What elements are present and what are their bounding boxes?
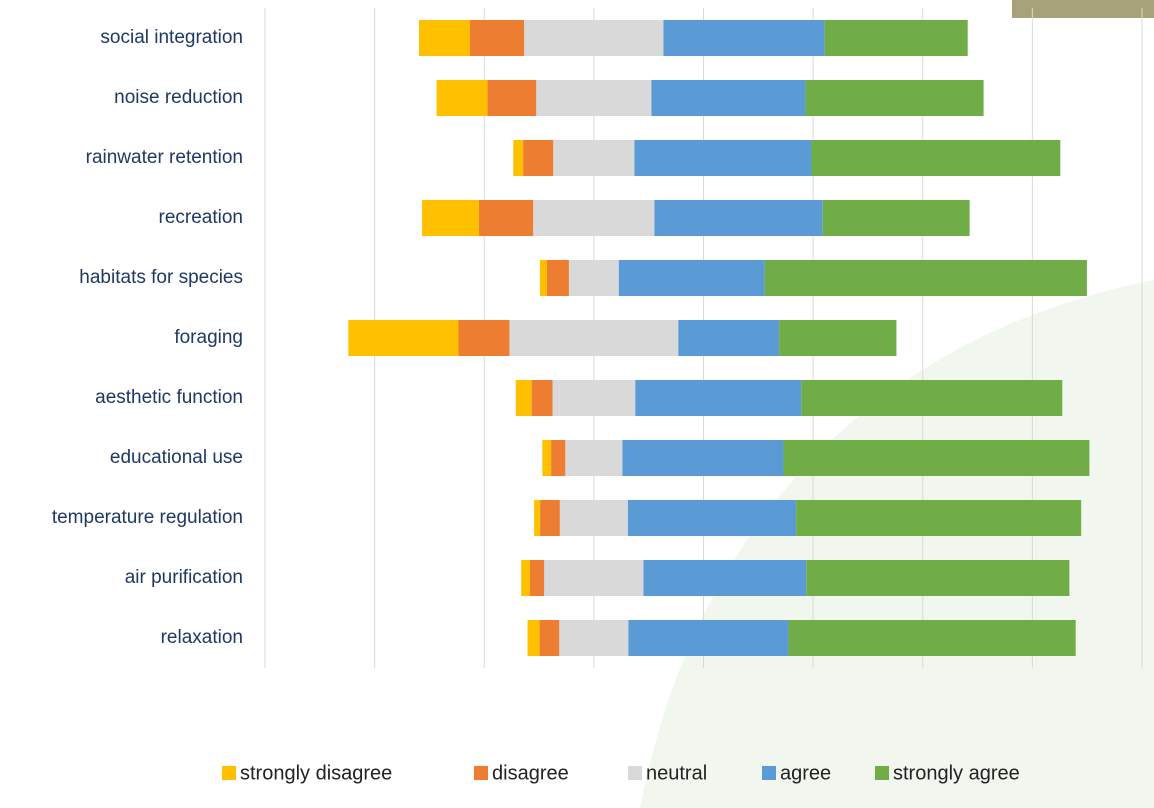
- bar-segment: [805, 80, 984, 116]
- bar-segment: [811, 140, 1061, 176]
- legend-label: agree: [780, 762, 831, 784]
- bar-segment: [788, 620, 1076, 656]
- bar-segment: [822, 200, 970, 236]
- bar-segment: [458, 320, 510, 356]
- legend-swatch: [762, 766, 776, 780]
- y-tick-label: relaxation: [161, 627, 243, 648]
- bar-segment: [764, 260, 1087, 296]
- bar-segment: [806, 560, 1070, 596]
- bar-segment: [634, 140, 812, 176]
- bar-segment: [547, 260, 569, 296]
- y-tick-label: noise reduction: [114, 87, 243, 108]
- bar-segment: [534, 500, 541, 536]
- bar-segment: [527, 620, 540, 656]
- y-tick-label: habitats for species: [79, 267, 243, 288]
- bar-segment: [540, 500, 560, 536]
- bar-segment: [559, 500, 628, 536]
- bar-segment: [509, 320, 679, 356]
- bar-segment: [552, 380, 636, 416]
- plot-area: social integration noise reduction rainwat…: [52, 8, 1143, 668]
- bar-segment: [559, 620, 629, 656]
- bar-segment: [479, 200, 534, 236]
- bar-segment: [628, 620, 789, 656]
- bar-segment: [422, 200, 480, 236]
- bar-segment: [801, 380, 1063, 416]
- bar-segment: [663, 20, 825, 56]
- legend: strongly disagree disagree neutral agree str…: [222, 762, 1020, 784]
- y-tick-label: social integration: [100, 27, 243, 48]
- y-tick-label: foraging: [174, 327, 243, 348]
- bar-segment: [530, 560, 545, 596]
- bar-segment: [553, 140, 635, 176]
- bar-segment: [824, 20, 968, 56]
- bar-segment: [542, 440, 552, 476]
- bar-segment: [796, 500, 1082, 536]
- bar-segment: [635, 380, 802, 416]
- bar-segment: [521, 560, 531, 596]
- bar-segment: [487, 80, 537, 116]
- bar-segment: [551, 440, 566, 476]
- bar-segment: [627, 500, 797, 536]
- bar-segment: [436, 80, 488, 116]
- bar-segment: [348, 320, 459, 356]
- bar-segment: [618, 260, 765, 296]
- bar-segment: [678, 320, 780, 356]
- y-tick-label: aesthetic function: [95, 387, 243, 408]
- legend-swatch: [628, 766, 642, 780]
- legend-swatch: [875, 766, 889, 780]
- bar-segment: [539, 620, 560, 656]
- bar-segment: [515, 380, 532, 416]
- bar-segment: [531, 380, 553, 416]
- corner-image: [1012, 0, 1154, 18]
- bar-segment: [513, 140, 524, 176]
- y-tick-label: rainwater retention: [86, 147, 243, 168]
- legend-label: strongly agree: [893, 762, 1020, 784]
- bar-segment: [643, 560, 807, 596]
- bar-segment: [419, 20, 470, 56]
- background-swoosh: [640, 280, 1154, 808]
- legend-label: disagree: [492, 762, 569, 784]
- legend-swatch: [474, 766, 488, 780]
- legend-label: neutral: [646, 762, 707, 784]
- bar-segment: [568, 260, 619, 296]
- bar-segment: [469, 20, 525, 56]
- y-tick-label: air purification: [125, 567, 243, 588]
- bar-segment: [524, 20, 664, 56]
- bar-segment: [622, 440, 784, 476]
- bar-segment: [565, 440, 623, 476]
- y-tick-label: educational use: [110, 447, 243, 468]
- bar-segment: [651, 80, 806, 116]
- bar-segment: [544, 560, 644, 596]
- y-tick-label: temperature regulation: [52, 507, 243, 528]
- legend-label: strongly disagree: [240, 762, 392, 784]
- y-tick-label: recreation: [159, 207, 244, 228]
- bar-segment: [779, 320, 897, 356]
- bar-segment: [523, 140, 554, 176]
- bar-segment: [783, 440, 1090, 476]
- bar-segment: [654, 200, 823, 236]
- bar-segment: [539, 260, 548, 296]
- bar-segment: [533, 200, 655, 236]
- bar-segment: [536, 80, 652, 116]
- legend-swatch: [222, 766, 236, 780]
